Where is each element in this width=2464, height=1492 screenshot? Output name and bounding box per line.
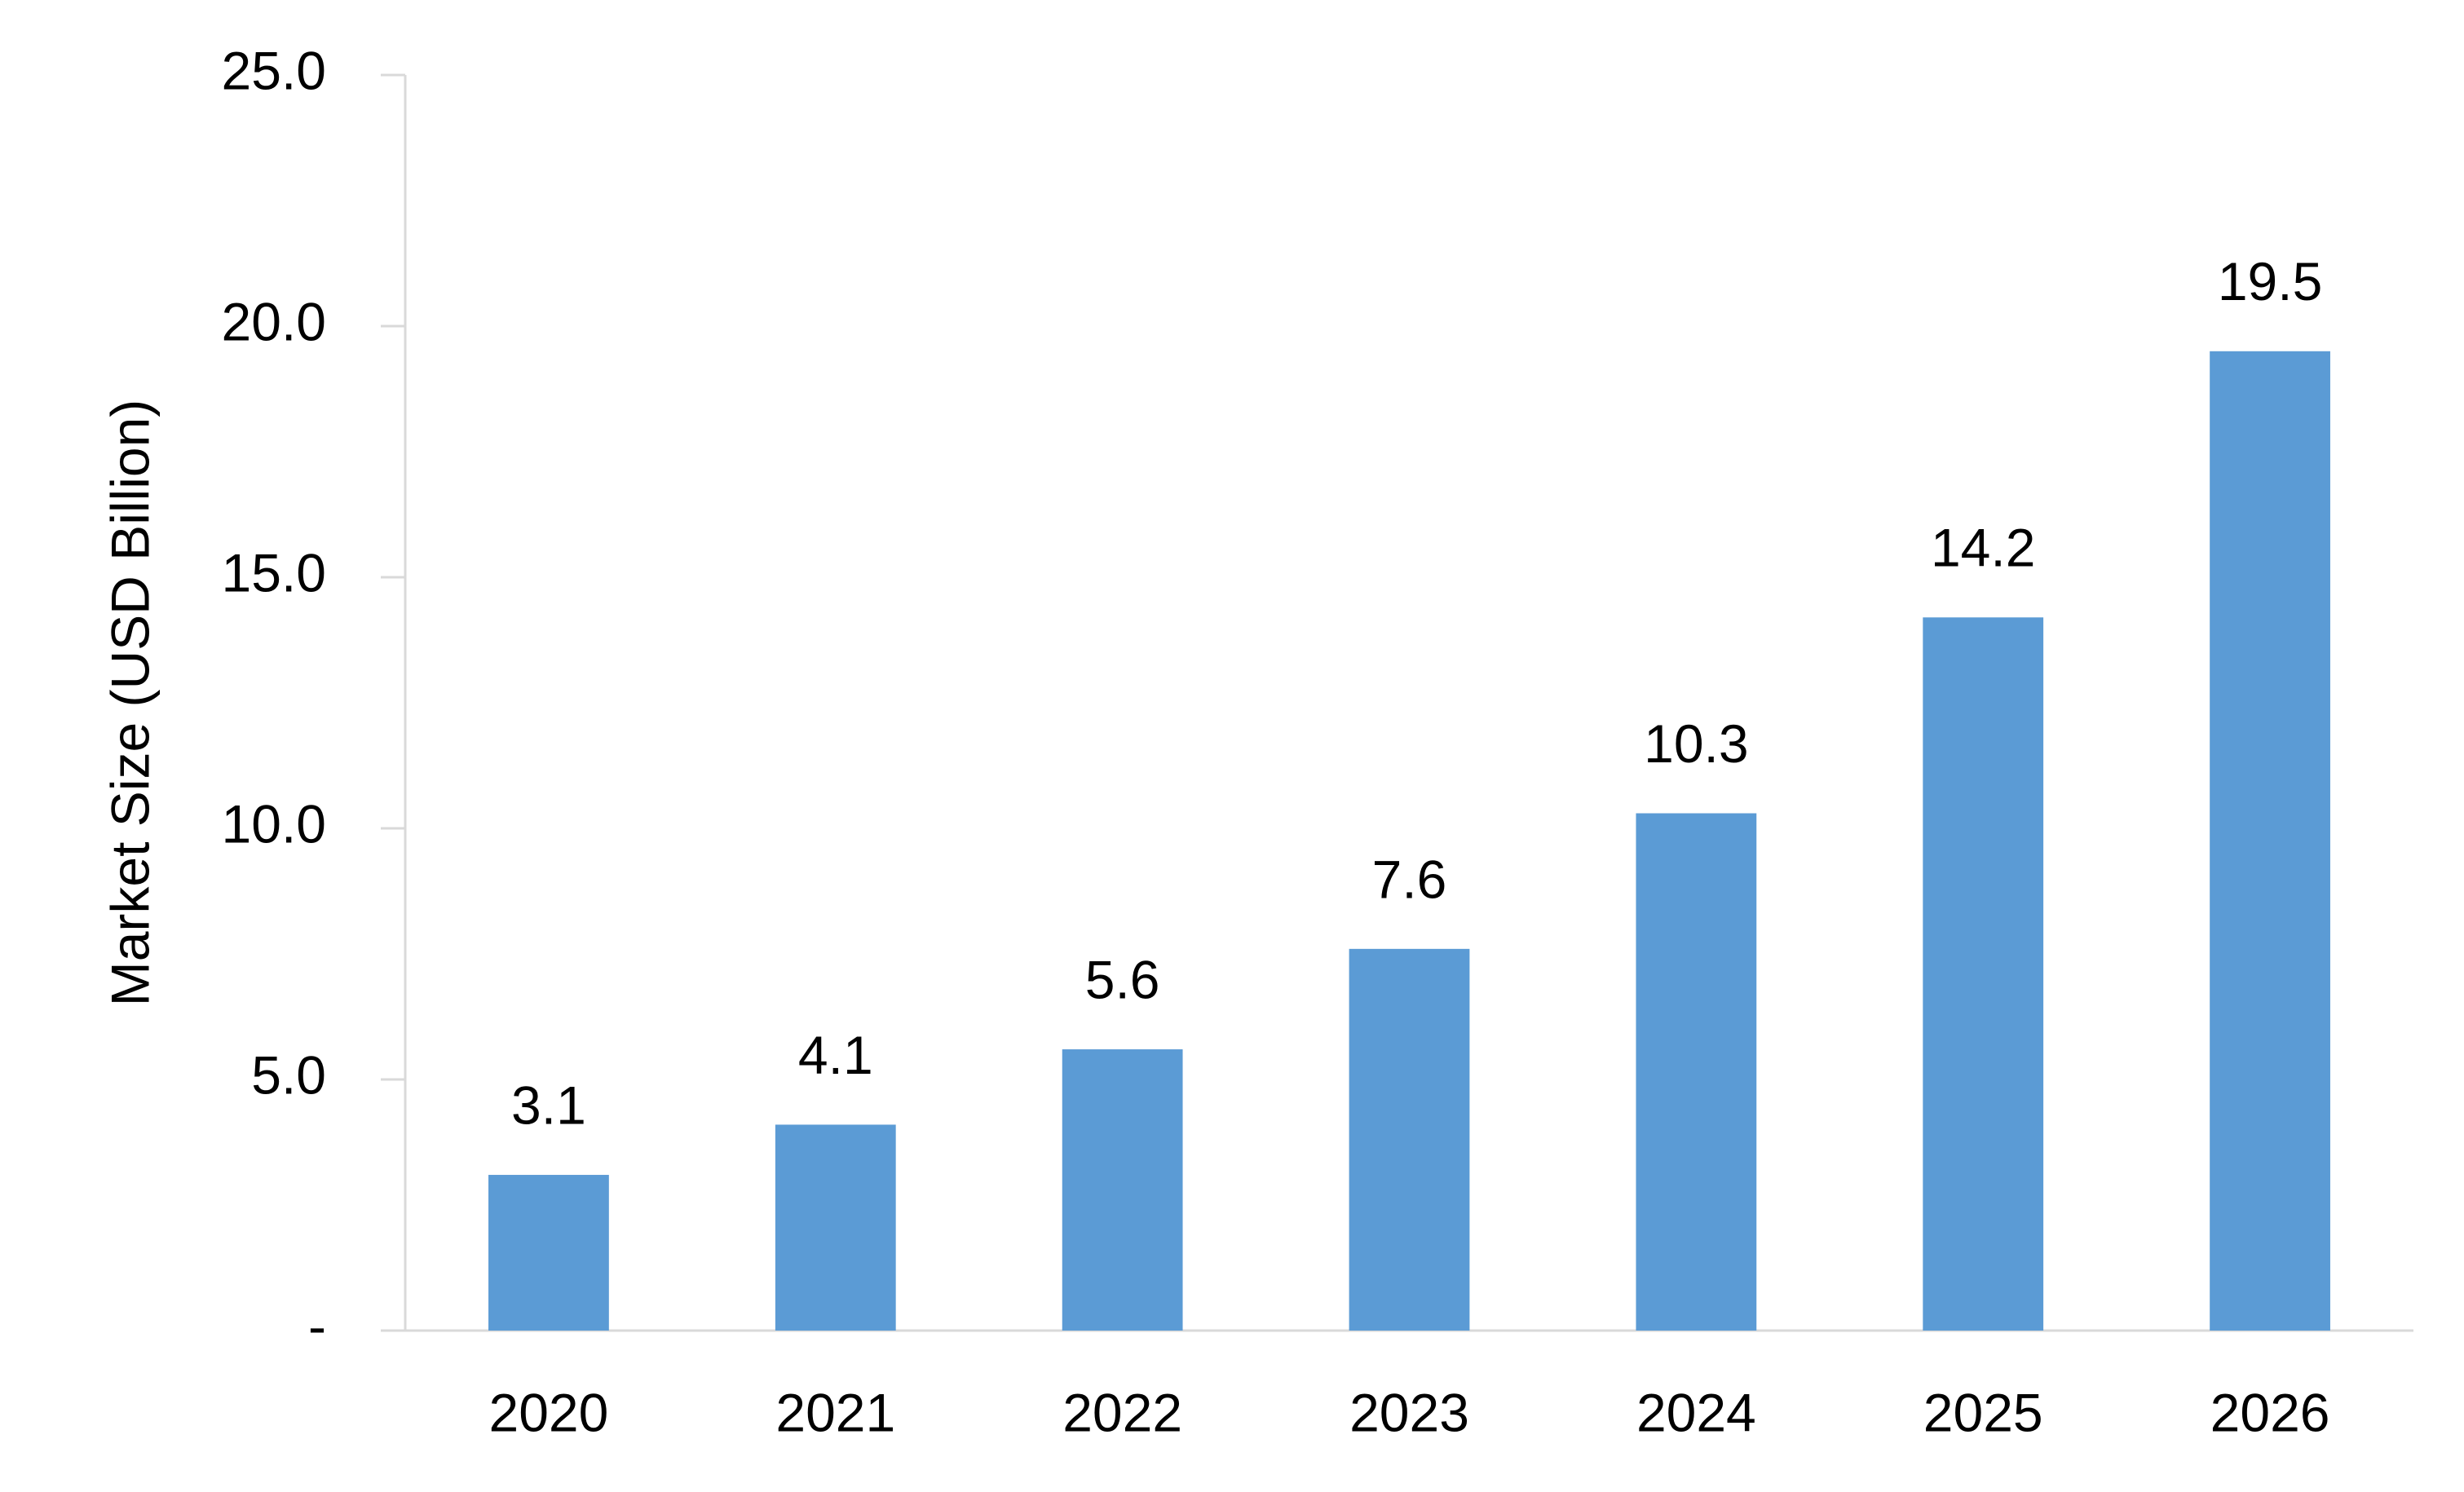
data-label: 5.6	[1085, 949, 1160, 1009]
data-label: 7.6	[1372, 849, 1447, 909]
x-tick-label: 2025	[1923, 1382, 2043, 1442]
bar	[1349, 948, 1470, 1331]
y-tick-label: 5.0	[251, 1044, 326, 1105]
x-tick-label: 2026	[2210, 1382, 2330, 1442]
y-tick-label: 10.0	[222, 793, 326, 854]
bar	[488, 1175, 609, 1331]
y-axis-label: Market Size (USD Billion)	[99, 399, 160, 1007]
data-label: 19.5	[2218, 251, 2322, 311]
data-label: 10.3	[1644, 713, 1748, 774]
bar	[1062, 1049, 1183, 1331]
bar	[1636, 813, 1757, 1331]
x-tick-label: 2023	[1349, 1382, 1469, 1442]
data-label: 4.1	[798, 1025, 873, 1085]
y-tick-label: -	[308, 1296, 326, 1356]
y-tick-label: 20.0	[222, 291, 326, 351]
bar	[1923, 617, 2044, 1331]
y-tick-label: 15.0	[222, 542, 326, 603]
bar	[2210, 351, 2330, 1331]
bar	[775, 1124, 896, 1331]
x-tick-label: 2020	[489, 1382, 609, 1442]
y-tick-label: 25.0	[222, 40, 326, 100]
x-tick-label: 2021	[775, 1382, 895, 1442]
x-tick-label: 2024	[1636, 1382, 1756, 1442]
x-tick-label: 2022	[1062, 1382, 1182, 1442]
data-label: 14.2	[1931, 518, 2035, 578]
data-label: 3.1	[511, 1075, 586, 1135]
